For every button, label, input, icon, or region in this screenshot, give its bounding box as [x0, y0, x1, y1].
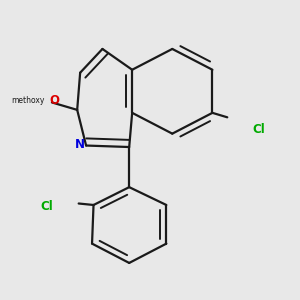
- Text: O: O: [49, 94, 59, 107]
- Text: Cl: Cl: [41, 200, 53, 213]
- Text: methoxy: methoxy: [11, 97, 45, 106]
- Text: Cl: Cl: [253, 123, 265, 136]
- Text: N: N: [75, 138, 85, 151]
